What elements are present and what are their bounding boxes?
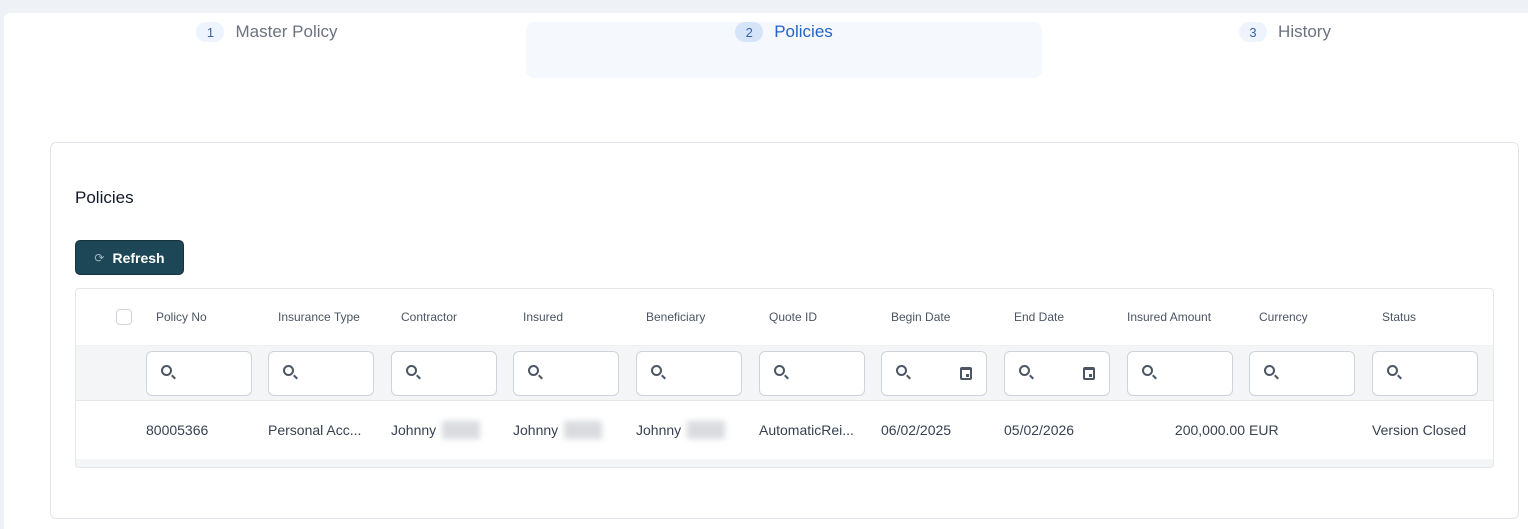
policies-card: Policies ⟳ Refresh Policy No Insurance Typ…: [50, 142, 1519, 519]
cell-text: 80005366: [146, 422, 209, 438]
column-header-begin-date[interactable]: Begin Date: [891, 310, 951, 324]
cell-insurance-type: Personal Acc...: [268, 401, 390, 459]
step-number: 2: [735, 22, 764, 42]
cell-currency: EUR: [1249, 401, 1371, 459]
filter-quote-id[interactable]: [759, 351, 865, 396]
filter-insurance-type[interactable]: [268, 351, 374, 396]
column-header-policy-no[interactable]: Policy No: [156, 310, 207, 324]
filter-currency[interactable]: [1249, 351, 1355, 396]
step-policies[interactable]: 2 Policies: [526, 22, 1042, 78]
filter-beneficiary[interactable]: [636, 351, 742, 396]
refresh-button[interactable]: ⟳ Refresh: [75, 240, 184, 275]
column-header-insured-amount[interactable]: Insured Amount: [1127, 310, 1212, 324]
cell-begin-date: 06/02/2025: [881, 401, 1003, 459]
filter-insured[interactable]: [513, 351, 619, 396]
column-header-quote-id[interactable]: Quote ID: [769, 310, 818, 324]
policies-table: Policy No Insurance Type Contractor Insured…: [75, 288, 1494, 468]
refresh-icon: ⟳: [94, 250, 105, 265]
filter-end-date[interactable]: [1004, 351, 1110, 396]
cell-end-date: 05/02/2026: [1004, 401, 1126, 459]
search-icon: [1019, 365, 1030, 376]
search-icon: [1387, 365, 1398, 376]
stepper: 1 Master Policy 2 Policies 3 History: [4, 13, 1528, 93]
filter-row: [76, 345, 1493, 401]
cell-text: 200,000.00: [1174, 422, 1245, 438]
cell-text: Johnny: [391, 422, 437, 438]
step-label: Policies: [774, 22, 833, 41]
card-title: Policies: [75, 188, 134, 207]
column-header-end-date[interactable]: End Date: [1014, 310, 1065, 324]
step-master-policy[interactable]: 1 Master Policy: [4, 22, 530, 78]
cell-text: EUR: [1249, 422, 1279, 438]
filter-contractor[interactable]: [391, 351, 497, 396]
cell-quote-id: AutomaticRei...: [759, 401, 881, 459]
step-label: History: [1278, 22, 1331, 41]
search-icon: [406, 365, 417, 376]
cell-insured-amount: 200,000.00: [1127, 401, 1245, 459]
cell-text: 06/02/2025: [881, 422, 952, 438]
column-header-insured[interactable]: Insured: [523, 310, 564, 324]
column-header-status[interactable]: Status: [1382, 310, 1417, 324]
search-icon: [1264, 365, 1275, 376]
cell-policy-no: 80005366: [146, 401, 268, 459]
cell-beneficiary: Johnny: [636, 401, 758, 459]
search-icon: [774, 365, 785, 376]
step-history[interactable]: 3 History: [1042, 22, 1528, 78]
search-icon: [283, 365, 294, 376]
search-icon: [528, 365, 539, 376]
redacted-surname: [442, 421, 481, 439]
cell-text: 05/02/2026: [1004, 422, 1075, 438]
filter-policy-no[interactable]: [146, 351, 252, 396]
table-row[interactable]: 80005366 Personal Acc... Johnny Johnny Johnn…: [76, 401, 1493, 459]
filter-begin-date[interactable]: [881, 351, 987, 396]
redacted-surname: [564, 421, 603, 439]
cell-text: AutomaticRei...: [759, 422, 854, 438]
cell-status: Version Closed: [1372, 401, 1493, 459]
main-panel: 1 Master Policy 2 Policies 3 History Polici…: [4, 13, 1528, 529]
search-icon: [651, 365, 662, 376]
cell-contractor: Johnny: [391, 401, 513, 459]
table-header: Policy No Insurance Type Contractor Insured…: [76, 289, 1493, 345]
cell-text: Personal Acc...: [268, 422, 362, 438]
search-icon: [161, 365, 172, 376]
step-number: 1: [196, 22, 225, 42]
refresh-label: Refresh: [112, 249, 165, 266]
search-icon: [1142, 365, 1153, 376]
step-label: Master Policy: [235, 22, 338, 41]
cell-text: Johnny: [636, 422, 682, 438]
column-header-currency[interactable]: Currency: [1259, 310, 1308, 324]
cell-insured: Johnny: [513, 401, 635, 459]
column-header-insurance-type[interactable]: Insurance Type: [278, 310, 360, 324]
filter-status[interactable]: [1372, 351, 1478, 396]
search-icon: [896, 365, 907, 376]
column-header-beneficiary[interactable]: Beneficiary: [646, 310, 706, 324]
cell-text: Version Closed: [1372, 422, 1467, 438]
cell-text: Johnny: [513, 422, 559, 438]
step-number: 3: [1239, 22, 1268, 42]
calendar-icon[interactable]: [960, 367, 972, 380]
select-all-checkbox[interactable]: [116, 309, 132, 325]
table-footer: [76, 459, 1493, 467]
calendar-icon[interactable]: [1083, 367, 1095, 380]
filter-insured-amount[interactable]: [1127, 351, 1233, 396]
redacted-surname: [687, 421, 726, 439]
column-header-contractor[interactable]: Contractor: [401, 310, 458, 324]
